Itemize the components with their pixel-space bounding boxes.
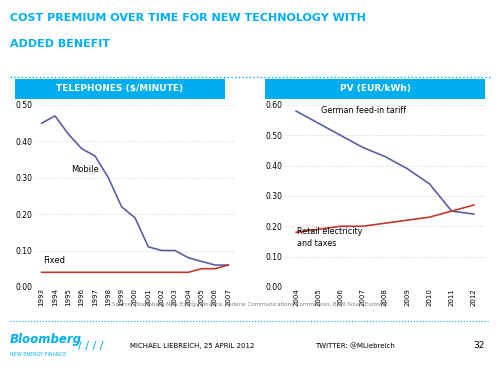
Text: German feed-in tariff: German feed-in tariff xyxy=(320,106,406,115)
Text: / / / /: / / / / xyxy=(78,341,103,351)
Text: PV (EUR/kWh): PV (EUR/kWh) xyxy=(340,84,410,93)
Text: COST PREMIUM OVER TIME FOR NEW TECHNOLOGY WITH: COST PREMIUM OVER TIME FOR NEW TECHNOLOG… xyxy=(10,13,366,23)
Text: TWITTER: @MLiebreich: TWITTER: @MLiebreich xyxy=(315,342,395,349)
Text: TELEPHONES ($/MINUTE): TELEPHONES ($/MINUTE) xyxy=(56,84,184,93)
Text: 32: 32 xyxy=(474,341,485,350)
Text: and taxes: and taxes xyxy=(297,239,337,248)
Text: MICHAEL LIEBREICH, 25 APRIL 2012: MICHAEL LIEBREICH, 25 APRIL 2012 xyxy=(130,343,254,349)
Text: Bloomberg: Bloomberg xyxy=(10,333,82,346)
Text: Retail electricity: Retail electricity xyxy=(297,227,362,236)
Text: Fixed: Fixed xyxy=(43,256,65,265)
Text: Source: Bloomberg New Energy Finance, Federal Communications Commission, BSW Sol: Source: Bloomberg New Energy Finance, Fe… xyxy=(112,302,388,307)
Text: Mobile: Mobile xyxy=(71,165,99,174)
Text: NEW ENERGY FINANCE: NEW ENERGY FINANCE xyxy=(10,352,66,357)
Text: ADDED BENEFIT: ADDED BENEFIT xyxy=(10,39,110,50)
